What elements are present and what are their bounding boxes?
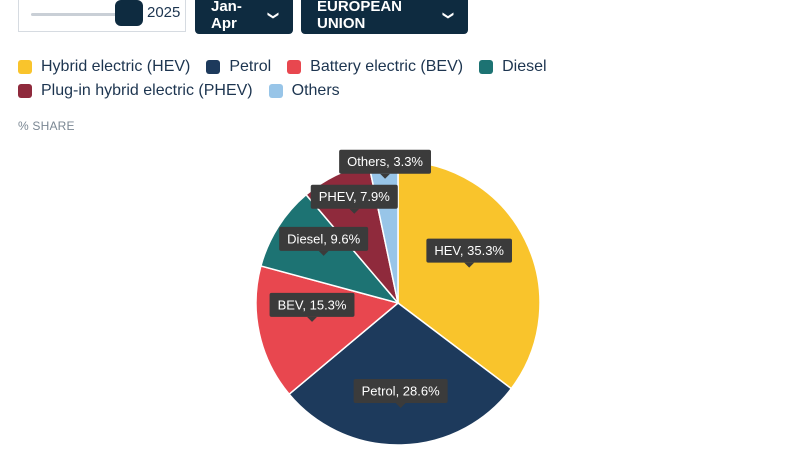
pie-slice-hev[interactable] [397, 160, 541, 390]
legend-label: Plug-in hybrid electric (PHEV) [41, 82, 253, 99]
region-dropdown[interactable]: EUROPEAN UNION ❯ [301, 0, 468, 34]
period-value: Jan-Apr [211, 0, 242, 32]
slider-track[interactable] [31, 13, 131, 16]
legend-swatch [18, 60, 32, 74]
year-slider[interactable]: 2025 [18, 0, 186, 32]
data-label: BEV, 15.3% [269, 292, 355, 322]
svg-text:HEV, 35.3%: HEV, 35.3% [434, 243, 504, 258]
legend-label: Others [291, 82, 340, 99]
legend-swatch [206, 60, 221, 74]
svg-text:Diesel, 9.6%: Diesel, 9.6% [287, 231, 360, 246]
legend-swatch [287, 60, 302, 74]
legend-swatch [18, 84, 32, 98]
svg-text:PHEV, 7.9%: PHEV, 7.9% [319, 189, 391, 204]
data-label: Others, 3.3% [339, 149, 432, 179]
legend-item[interactable]: Others [268, 81, 340, 101]
legend-swatch [479, 60, 494, 74]
legend-item[interactable]: Petrol [206, 57, 271, 77]
svg-text:BEV, 15.3%: BEV, 15.3% [278, 297, 347, 312]
slider-thumb[interactable] [115, 0, 143, 26]
legend-label: Petrol [229, 58, 272, 75]
period-dropdown[interactable]: Jan-Apr ❯ [195, 0, 293, 34]
legend-swatch [268, 84, 283, 98]
legend-label: Hybrid electric (HEV) [41, 58, 191, 75]
data-label: HEV, 35.3% [426, 238, 513, 268]
svg-text:Petrol, 28.6%: Petrol, 28.6% [362, 384, 440, 399]
chart-legend: Hybrid electric (HEV) Petrol Battery elect… [18, 57, 778, 101]
legend-label: Diesel [502, 58, 547, 75]
unit-label: % SHARE [18, 119, 75, 133]
svg-text:Others, 3.3%: Others, 3.3% [347, 154, 423, 169]
legend-label: Battery electric (BEV) [310, 58, 464, 75]
data-label: Petrol, 28.6% [353, 379, 448, 409]
data-label: Diesel, 9.6% [279, 226, 369, 256]
legend-item[interactable]: Plug-in hybrid electric (PHEV) [18, 81, 253, 101]
legend-item[interactable]: Hybrid electric (HEV) [18, 57, 190, 77]
legend-item[interactable]: Diesel [479, 57, 547, 77]
pie-slice-petrol[interactable] [288, 302, 513, 446]
region-value: EUROPEAN UNION [317, 0, 403, 32]
legend-item[interactable]: Battery electric (BEV) [287, 57, 463, 77]
year-label: 2025 [147, 4, 181, 21]
data-label: PHEV, 7.9% [310, 184, 398, 214]
